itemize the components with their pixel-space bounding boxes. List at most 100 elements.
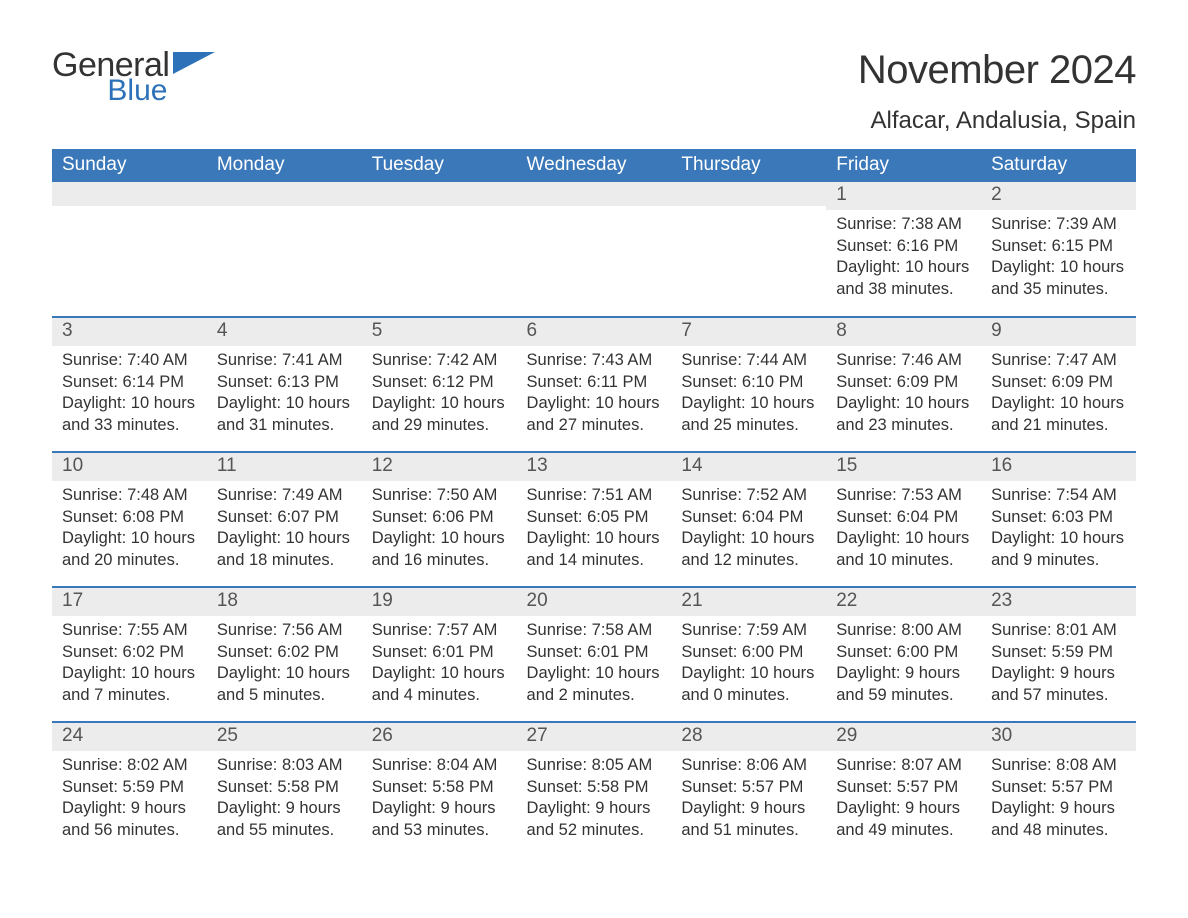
sunrise-line: Sunrise: 7:43 AM xyxy=(527,350,662,372)
day-number: 10 xyxy=(52,453,207,481)
day-cell: 7Sunrise: 7:44 AMSunset: 6:10 PMDaylight… xyxy=(671,317,826,452)
day-details: Sunrise: 7:48 AMSunset: 6:08 PMDaylight:… xyxy=(52,481,207,578)
sunset-line: Sunset: 6:11 PM xyxy=(527,372,662,394)
sunset-line: Sunset: 6:09 PM xyxy=(991,372,1126,394)
daylight-line: Daylight: 10 hours and 38 minutes. xyxy=(836,257,971,301)
header: General Blue November 2024 Alfacar, Anda… xyxy=(52,48,1136,143)
day-number: 8 xyxy=(826,318,981,346)
sunrise-line: Sunrise: 7:51 AM xyxy=(527,485,662,507)
day-cell: 24Sunrise: 8:02 AMSunset: 5:59 PMDayligh… xyxy=(52,722,207,857)
calendar-table: Sunday Monday Tuesday Wednesday Thursday… xyxy=(52,149,1136,857)
day-details: Sunrise: 7:59 AMSunset: 6:00 PMDaylight:… xyxy=(671,616,826,713)
day-number: 14 xyxy=(671,453,826,481)
day-cell: 6Sunrise: 7:43 AMSunset: 6:11 PMDaylight… xyxy=(517,317,672,452)
week-row: 3Sunrise: 7:40 AMSunset: 6:14 PMDaylight… xyxy=(52,317,1136,452)
day-details: Sunrise: 7:43 AMSunset: 6:11 PMDaylight:… xyxy=(517,346,672,443)
day-details: Sunrise: 8:02 AMSunset: 5:59 PMDaylight:… xyxy=(52,751,207,848)
sunrise-line: Sunrise: 7:47 AM xyxy=(991,350,1126,372)
sunrise-line: Sunrise: 8:06 AM xyxy=(681,755,816,777)
day-details: Sunrise: 7:56 AMSunset: 6:02 PMDaylight:… xyxy=(207,616,362,713)
daylight-line: Daylight: 10 hours and 7 minutes. xyxy=(62,663,197,707)
day-cell xyxy=(517,182,672,317)
day-number: 11 xyxy=(207,453,362,481)
day-cell: 11Sunrise: 7:49 AMSunset: 6:07 PMDayligh… xyxy=(207,452,362,587)
day-details: Sunrise: 7:44 AMSunset: 6:10 PMDaylight:… xyxy=(671,346,826,443)
week-row: 17Sunrise: 7:55 AMSunset: 6:02 PMDayligh… xyxy=(52,587,1136,722)
day-cell: 15Sunrise: 7:53 AMSunset: 6:04 PMDayligh… xyxy=(826,452,981,587)
day-number: 6 xyxy=(517,318,672,346)
day-cell: 22Sunrise: 8:00 AMSunset: 6:00 PMDayligh… xyxy=(826,587,981,722)
sunrise-line: Sunrise: 7:41 AM xyxy=(217,350,352,372)
sunrise-line: Sunrise: 8:07 AM xyxy=(836,755,971,777)
day-details: Sunrise: 7:53 AMSunset: 6:04 PMDaylight:… xyxy=(826,481,981,578)
day-cell: 2Sunrise: 7:39 AMSunset: 6:15 PMDaylight… xyxy=(981,182,1136,317)
sunrise-line: Sunrise: 7:57 AM xyxy=(372,620,507,642)
day-details: Sunrise: 7:55 AMSunset: 6:02 PMDaylight:… xyxy=(52,616,207,713)
sunset-line: Sunset: 6:08 PM xyxy=(62,507,197,529)
day-cell: 26Sunrise: 8:04 AMSunset: 5:58 PMDayligh… xyxy=(362,722,517,857)
sunset-line: Sunset: 6:01 PM xyxy=(372,642,507,664)
sunrise-line: Sunrise: 8:05 AM xyxy=(527,755,662,777)
sunset-line: Sunset: 5:57 PM xyxy=(991,777,1126,799)
sunrise-line: Sunrise: 8:03 AM xyxy=(217,755,352,777)
day-details: Sunrise: 7:46 AMSunset: 6:09 PMDaylight:… xyxy=(826,346,981,443)
day-cell xyxy=(671,182,826,317)
daylight-line: Daylight: 10 hours and 9 minutes. xyxy=(991,528,1126,572)
day-number: 26 xyxy=(362,723,517,751)
daylight-line: Daylight: 10 hours and 12 minutes. xyxy=(681,528,816,572)
day-number: 29 xyxy=(826,723,981,751)
sunset-line: Sunset: 5:57 PM xyxy=(681,777,816,799)
weekday-header: Tuesday xyxy=(362,149,517,182)
day-number: 12 xyxy=(362,453,517,481)
day-number xyxy=(207,182,362,206)
brand-logo: General Blue xyxy=(52,48,215,106)
sunrise-line: Sunrise: 7:48 AM xyxy=(62,485,197,507)
day-number: 5 xyxy=(362,318,517,346)
day-cell: 18Sunrise: 7:56 AMSunset: 6:02 PMDayligh… xyxy=(207,587,362,722)
sunrise-line: Sunrise: 8:02 AM xyxy=(62,755,197,777)
day-number xyxy=(517,182,672,206)
day-cell xyxy=(362,182,517,317)
daylight-line: Daylight: 10 hours and 2 minutes. xyxy=(527,663,662,707)
day-cell: 3Sunrise: 7:40 AMSunset: 6:14 PMDaylight… xyxy=(52,317,207,452)
sunrise-line: Sunrise: 8:08 AM xyxy=(991,755,1126,777)
sunset-line: Sunset: 6:05 PM xyxy=(527,507,662,529)
day-details: Sunrise: 8:07 AMSunset: 5:57 PMDaylight:… xyxy=(826,751,981,848)
sunrise-line: Sunrise: 8:01 AM xyxy=(991,620,1126,642)
daylight-line: Daylight: 10 hours and 27 minutes. xyxy=(527,393,662,437)
sunrise-line: Sunrise: 7:54 AM xyxy=(991,485,1126,507)
weekday-header: Friday xyxy=(826,149,981,182)
sunset-line: Sunset: 6:07 PM xyxy=(217,507,352,529)
sunset-line: Sunset: 6:02 PM xyxy=(217,642,352,664)
day-cell: 29Sunrise: 8:07 AMSunset: 5:57 PMDayligh… xyxy=(826,722,981,857)
day-details: Sunrise: 7:51 AMSunset: 6:05 PMDaylight:… xyxy=(517,481,672,578)
day-cell: 28Sunrise: 8:06 AMSunset: 5:57 PMDayligh… xyxy=(671,722,826,857)
daylight-line: Daylight: 10 hours and 23 minutes. xyxy=(836,393,971,437)
day-number: 27 xyxy=(517,723,672,751)
weekday-header: Sunday xyxy=(52,149,207,182)
sunset-line: Sunset: 5:58 PM xyxy=(217,777,352,799)
daylight-line: Daylight: 9 hours and 57 minutes. xyxy=(991,663,1126,707)
day-number: 21 xyxy=(671,588,826,616)
sunset-line: Sunset: 5:58 PM xyxy=(527,777,662,799)
daylight-line: Daylight: 10 hours and 29 minutes. xyxy=(372,393,507,437)
day-details: Sunrise: 8:01 AMSunset: 5:59 PMDaylight:… xyxy=(981,616,1136,713)
day-cell xyxy=(207,182,362,317)
sunrise-line: Sunrise: 7:52 AM xyxy=(681,485,816,507)
day-details: Sunrise: 7:49 AMSunset: 6:07 PMDaylight:… xyxy=(207,481,362,578)
day-number: 28 xyxy=(671,723,826,751)
daylight-line: Daylight: 10 hours and 4 minutes. xyxy=(372,663,507,707)
day-details: Sunrise: 7:47 AMSunset: 6:09 PMDaylight:… xyxy=(981,346,1136,443)
day-details: Sunrise: 7:38 AMSunset: 6:16 PMDaylight:… xyxy=(826,210,981,307)
weekday-header-row: Sunday Monday Tuesday Wednesday Thursday… xyxy=(52,149,1136,182)
day-number: 13 xyxy=(517,453,672,481)
day-number: 2 xyxy=(981,182,1136,210)
day-cell: 9Sunrise: 7:47 AMSunset: 6:09 PMDaylight… xyxy=(981,317,1136,452)
sunrise-line: Sunrise: 7:55 AM xyxy=(62,620,197,642)
sunset-line: Sunset: 6:03 PM xyxy=(991,507,1126,529)
day-number: 18 xyxy=(207,588,362,616)
day-cell: 13Sunrise: 7:51 AMSunset: 6:05 PMDayligh… xyxy=(517,452,672,587)
day-details: Sunrise: 7:42 AMSunset: 6:12 PMDaylight:… xyxy=(362,346,517,443)
brand-flag-icon xyxy=(173,52,215,85)
daylight-line: Daylight: 10 hours and 18 minutes. xyxy=(217,528,352,572)
